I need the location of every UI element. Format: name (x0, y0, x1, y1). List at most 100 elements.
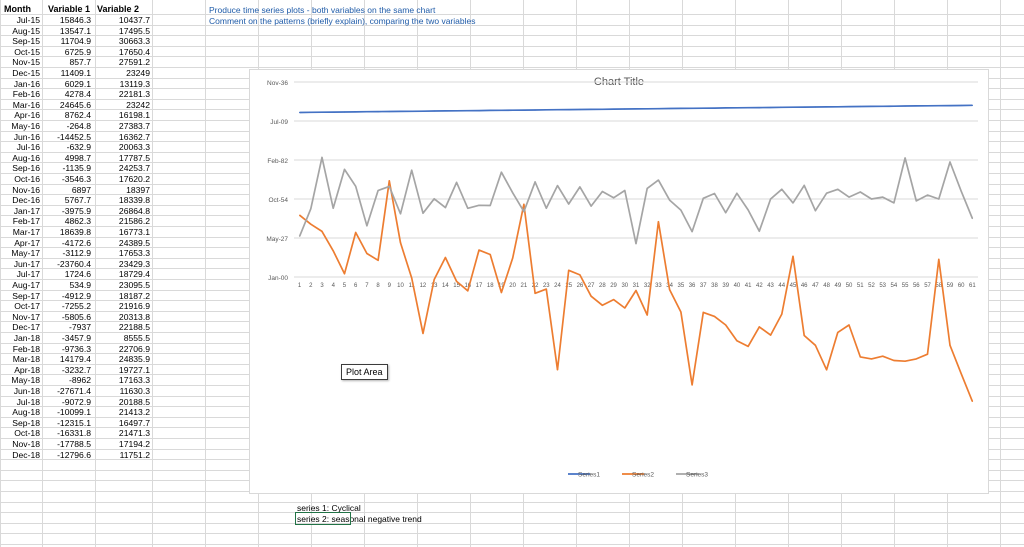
cell-variable-1[interactable]: -3232.7 (61, 364, 91, 375)
cell-month[interactable]: Nov-17 (12, 311, 40, 322)
cell-month[interactable]: Jan-16 (13, 78, 40, 89)
cell-variable-2[interactable]: 17194.2 (118, 439, 150, 449)
cell-variable-2[interactable]: 27383.7 (118, 121, 150, 131)
cell-variable-1[interactable]: 6029.1 (64, 78, 91, 89)
cell-variable-2[interactable]: 22181.3 (118, 89, 150, 100)
cell-variable-2[interactable]: 20313.8 (118, 311, 150, 322)
cell-variable-2[interactable]: 23249 (126, 68, 150, 78)
header-variable-2[interactable]: Variable 2 (97, 4, 140, 14)
cell-variable-2[interactable]: 18397 (126, 184, 150, 195)
cell-variable-1[interactable]: -23760.4 (57, 258, 91, 269)
cell-variable-1[interactable]: -3546.3 (61, 174, 91, 184)
cell-month[interactable]: Dec-16 (12, 195, 40, 206)
cell-variable-1[interactable]: 6897 (71, 184, 91, 195)
cell-month[interactable]: Feb-17 (12, 216, 40, 227)
cell-variable-2[interactable]: 21413.2 (118, 407, 150, 418)
cell-variable-2[interactable]: 21916.9 (118, 301, 150, 312)
cell-variable-2[interactable]: 11630.3 (119, 386, 150, 396)
cell-month[interactable]: Nov-18 (12, 439, 40, 449)
cell-variable-2[interactable]: 18729.4 (118, 269, 150, 280)
cell-month[interactable]: Jan-17 (13, 205, 40, 216)
cell-variable-1[interactable]: 15846.3 (59, 15, 91, 25)
cell-month[interactable]: Oct-17 (14, 301, 40, 312)
cell-variable-2[interactable]: 23095.5 (118, 280, 150, 290)
cell-variable-2[interactable]: 16497.7 (118, 417, 150, 428)
cell-variable-1[interactable]: 11409.1 (60, 68, 91, 78)
cell-variable-2[interactable]: 18187.2 (118, 290, 150, 301)
cell-variable-1[interactable]: -12315.1 (57, 417, 91, 428)
cell-variable-1[interactable]: 4862.3 (64, 216, 91, 227)
cell-variable-1[interactable]: -7937 (69, 322, 91, 333)
cell-variable-1[interactable]: -264.8 (66, 121, 91, 131)
cell-month[interactable]: Apr-17 (14, 237, 40, 248)
cell-month[interactable]: May-18 (11, 375, 40, 386)
cell-variable-1[interactable]: -17788.5 (57, 439, 91, 449)
cell-month[interactable]: Jul-16 (16, 142, 40, 153)
cell-month[interactable]: Jul-15 (16, 15, 40, 25)
cell-month[interactable]: Jun-18 (13, 386, 40, 396)
cell-month[interactable]: Sep-16 (12, 163, 40, 174)
cell-variable-2[interactable]: 22188.5 (118, 322, 150, 333)
cell-variable-2[interactable]: 23429.3 (118, 258, 150, 269)
cell-variable-2[interactable]: 8555.5 (123, 333, 150, 343)
cell-variable-2[interactable]: 17495.5 (118, 25, 150, 36)
cell-variable-1[interactable]: -5805.6 (61, 311, 91, 322)
cell-variable-1[interactable]: -27671.4 (57, 386, 91, 396)
cell-month[interactable]: Aug-16 (12, 152, 40, 163)
cell-month[interactable]: Mar-18 (12, 354, 40, 365)
cell-variable-1[interactable]: -632.9 (66, 142, 91, 153)
comment-line-2[interactable]: series 2: seasonal negative trend (297, 514, 422, 524)
cell-month[interactable]: Apr-18 (14, 364, 40, 375)
cell-month[interactable]: Oct-16 (14, 174, 40, 184)
cell-variable-1[interactable]: 534.9 (69, 280, 91, 290)
cell-variable-2[interactable]: 23242 (126, 99, 150, 110)
cell-variable-2[interactable]: 18339.8 (118, 195, 150, 206)
cell-month[interactable]: Oct-15 (14, 46, 40, 57)
cell-variable-1[interactable]: -7255.2 (61, 301, 91, 312)
cell-variable-1[interactable]: 18639.8 (59, 227, 91, 237)
cell-month[interactable]: Aug-18 (12, 407, 40, 418)
active-cell-selection[interactable] (295, 512, 351, 525)
cell-variable-1[interactable]: -4912.9 (61, 290, 91, 301)
instruction-line-1[interactable]: Produce time series plots - both variabl… (209, 5, 436, 15)
cell-variable-1[interactable]: 5767.7 (64, 195, 91, 206)
cell-variable-1[interactable]: -1135.9 (62, 163, 91, 174)
line-chart[interactable]: Chart Title Jan-00 May-27 Oct-54 Feb-82 Jul-… (249, 69, 989, 494)
cell-variable-1[interactable]: 8762.4 (64, 110, 91, 121)
cell-month[interactable]: Apr-16 (14, 110, 40, 121)
cell-variable-1[interactable]: -3975.9 (61, 205, 91, 216)
cell-month[interactable]: May-16 (11, 121, 40, 131)
cell-month[interactable]: Dec-15 (12, 68, 40, 78)
cell-month[interactable]: Nov-16 (12, 184, 40, 195)
cell-variable-2[interactable]: 24389.5 (118, 237, 150, 248)
cell-variable-1[interactable]: -9736.3 (61, 343, 91, 354)
cell-month[interactable]: Feb-18 (12, 343, 40, 354)
cell-variable-2[interactable]: 17620.2 (118, 174, 150, 184)
cell-variable-2[interactable]: 20063.3 (118, 142, 150, 153)
cell-variable-2[interactable]: 17653.3 (118, 248, 150, 259)
cell-variable-2[interactable]: 17650.4 (118, 46, 150, 57)
cell-variable-1[interactable]: -3112.9 (62, 248, 91, 259)
cell-month[interactable]: Sep-15 (12, 36, 40, 47)
header-month[interactable]: Month (4, 4, 31, 14)
cell-variable-1[interactable]: -3457.9 (61, 333, 91, 343)
cell-variable-2[interactable]: 27591.2 (118, 57, 150, 68)
cell-variable-2[interactable]: 11751.2 (119, 449, 150, 460)
cell-month[interactable]: Mar-16 (12, 99, 40, 110)
cell-variable-2[interactable]: 13119.3 (119, 78, 150, 89)
cell-variable-1[interactable]: -4172.6 (61, 237, 91, 248)
cell-month[interactable]: Mar-17 (12, 227, 40, 237)
cell-variable-1[interactable]: -16331.8 (57, 428, 91, 439)
cell-variable-1[interactable]: 24645.6 (59, 99, 91, 110)
cell-variable-2[interactable]: 16773.1 (118, 227, 150, 237)
cell-month[interactable]: Dec-17 (12, 322, 40, 333)
cell-month[interactable]: Jun-17 (13, 258, 40, 269)
cell-variable-2[interactable]: 17163.3 (118, 375, 150, 386)
cell-variable-1[interactable]: 13547.1 (59, 25, 91, 36)
header-variable-1[interactable]: Variable 1 (48, 4, 91, 14)
cell-variable-1[interactable]: -8962 (69, 375, 91, 386)
cell-variable-1[interactable]: 1724.6 (64, 269, 91, 280)
cell-variable-2[interactable]: 17787.5 (118, 152, 150, 163)
cell-variable-2[interactable]: 21586.2 (118, 216, 150, 227)
